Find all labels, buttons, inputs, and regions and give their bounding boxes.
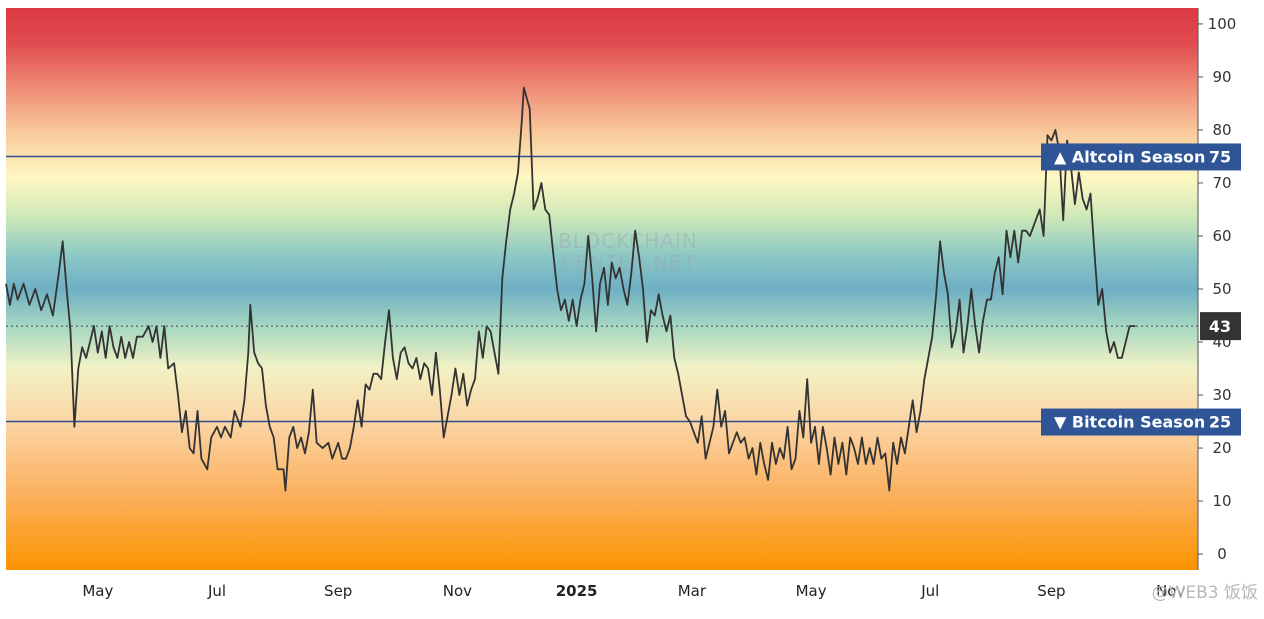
reference-flags: ▲ Altcoin Season 75 ▼ Bitcoin Season 25 43 (6, 143, 1241, 436)
x-tick-label: Sep (324, 582, 352, 600)
credit-text: @WEB3 饭饭 (1152, 583, 1258, 603)
x-tick-label: Nov (443, 582, 472, 600)
credit: @WEB3 饭饭 (1152, 583, 1258, 603)
reference-flag-value: 75 (1209, 147, 1231, 166)
current-value-flag (1200, 312, 1241, 341)
y-axis-panel (1199, 0, 1264, 619)
x-tick-label: May (82, 582, 113, 600)
x-tick-label: 2025 (556, 582, 598, 600)
reference-flag-label: ▲ Altcoin Season (1054, 147, 1205, 166)
series-layer (5, 86, 1136, 492)
reference-flag-1 (1041, 408, 1241, 436)
y-tick-label: 80 (1212, 121, 1231, 139)
x-axis-panel (0, 570, 1264, 619)
reference-flag-label: ▼ Bitcoin Season (1054, 413, 1205, 432)
y-tick-label: 50 (1212, 280, 1231, 298)
reference-flag-value: 25 (1209, 413, 1231, 432)
current-value-label: 43 (1209, 317, 1231, 336)
y-tick-label: 10 (1212, 492, 1231, 510)
y-tick-label: 20 (1212, 439, 1231, 457)
plot-background (6, 8, 1198, 570)
x-tick-label: Mar (678, 582, 707, 600)
y-tick-label: 90 (1212, 68, 1231, 86)
y-tick-label: 100 (1208, 15, 1237, 33)
watermark-line: BLOCKCHAIN (558, 229, 697, 253)
series-line (5, 86, 1136, 492)
watermark-line: CENTER.NET (560, 251, 696, 275)
y-tick-label: 60 (1212, 227, 1231, 245)
x-tick-label: Jul (920, 582, 939, 600)
reference-flag-0 (1041, 143, 1241, 171)
y-tick-label: 70 (1212, 174, 1231, 192)
x-tick-label: Nov (1156, 582, 1185, 600)
reference-lines (6, 155, 1198, 423)
x-tick-label: Jul (207, 582, 226, 600)
y-tick-label: 0 (1217, 545, 1227, 563)
x-tick-label: Sep (1037, 582, 1065, 600)
y-tick-label: 30 (1212, 386, 1231, 404)
x-tick-label: May (796, 582, 827, 600)
